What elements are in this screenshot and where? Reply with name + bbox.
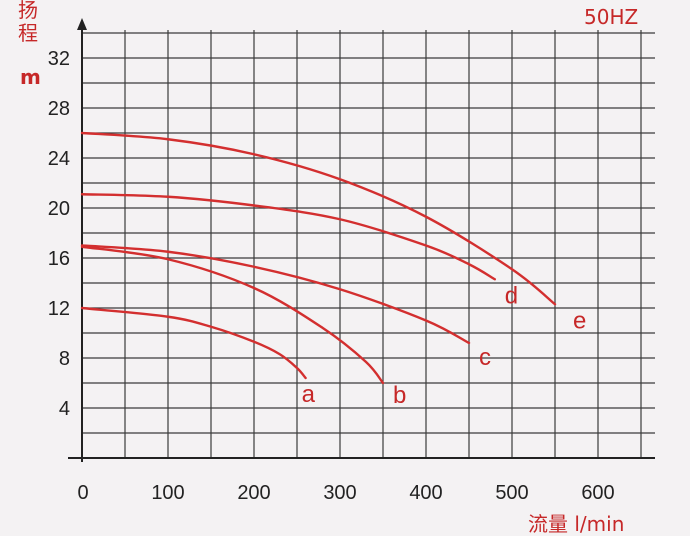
y-tick-label: 8	[59, 348, 70, 370]
x-tick-label: 400	[409, 482, 442, 504]
y-tick-label: 28	[48, 98, 70, 120]
y-axis-arrow-icon	[77, 18, 87, 30]
series-label-d: d	[505, 282, 518, 309]
grid	[82, 30, 655, 458]
x-tick-label: 600	[581, 482, 614, 504]
x-tick-labels: 0 100 200 300 400 500 600	[77, 482, 614, 504]
series-group: a b c d e	[80, 131, 586, 409]
series-line-e	[80, 131, 557, 306]
x-tick-label: 500	[495, 482, 528, 504]
series-label-e: e	[573, 307, 586, 334]
y-tick-label: 24	[48, 148, 70, 170]
y-tick-labels: 4 8 12 16 20 24 28 32	[48, 48, 70, 420]
chart-title: 50HZ	[584, 5, 638, 29]
series-label-c: c	[479, 344, 491, 371]
y-tick-label: 4	[59, 398, 70, 420]
y-label-cn: 扬 程	[18, 0, 44, 45]
x-tick-label: 100	[151, 482, 184, 504]
y-tick-label: 20	[48, 198, 70, 220]
series-label-a: a	[302, 381, 316, 408]
y-label-unit: m	[20, 65, 41, 89]
y-tick-label: 32	[48, 48, 70, 70]
x-axis-label: 流量 l/min	[528, 512, 624, 536]
x-tick-label: 0	[77, 482, 88, 504]
x-tick-label: 200	[237, 482, 270, 504]
series-line-a	[80, 306, 307, 380]
series-line-d	[80, 193, 496, 281]
series-line-b	[80, 245, 385, 385]
x-tick-label: 300	[323, 482, 356, 504]
y-tick-label: 12	[48, 298, 70, 320]
series-line-c	[80, 244, 471, 345]
y-tick-label: 16	[48, 248, 70, 270]
series-label-b: b	[393, 382, 406, 409]
